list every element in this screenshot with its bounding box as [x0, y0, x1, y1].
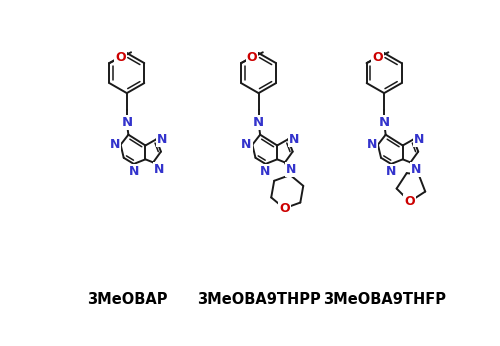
Text: N: N — [110, 138, 120, 151]
Text: O: O — [404, 195, 415, 208]
Text: N: N — [253, 116, 264, 129]
Text: N: N — [386, 165, 396, 178]
Text: O: O — [246, 51, 258, 64]
Text: N: N — [122, 116, 132, 129]
Text: N: N — [411, 163, 422, 176]
Text: O: O — [115, 51, 126, 64]
Text: N: N — [157, 133, 168, 146]
Text: N: N — [154, 163, 164, 176]
Text: O: O — [372, 51, 383, 64]
Text: N: N — [260, 165, 270, 178]
Text: 3MeOBA9THPP: 3MeOBA9THPP — [196, 292, 320, 307]
Text: O: O — [279, 202, 289, 215]
Text: N: N — [378, 116, 390, 129]
Text: N: N — [128, 165, 139, 178]
Text: 3MeOBA9THFP: 3MeOBA9THFP — [322, 292, 446, 307]
Text: N: N — [367, 138, 377, 151]
Text: N: N — [414, 133, 424, 146]
Text: N: N — [289, 133, 299, 146]
Text: N: N — [286, 163, 296, 176]
Text: N: N — [241, 138, 252, 151]
Text: 3MeOBAP: 3MeOBAP — [86, 292, 167, 307]
